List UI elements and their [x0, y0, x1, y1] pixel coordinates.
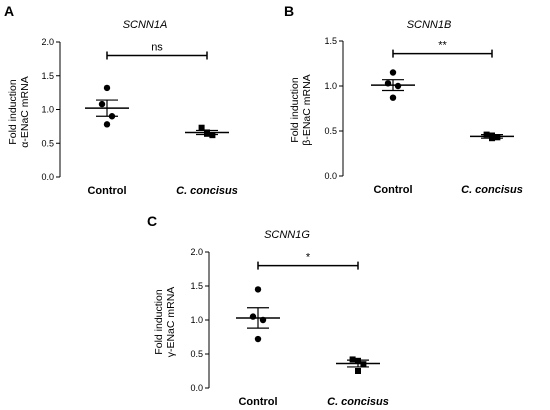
panel-a-ytick-label: 0.5 — [41, 138, 54, 148]
panel-b-ytick-label: 1.0 — [324, 81, 337, 91]
panel-a-point-control — [98, 100, 106, 108]
panel-a-ylabel-line1: Fold induction — [7, 79, 19, 145]
panel-b-point-c-concisus — [494, 134, 501, 141]
panel-c-point-c-concisus — [349, 356, 356, 363]
panel-a-ytick-label: 2.0 — [41, 37, 54, 47]
panel-b-ylabel-line2: β-ENaC mRNA — [301, 74, 313, 145]
panel-b: B SCNN1B Fold induction β-ENaC mRNA Cont… — [284, 3, 523, 196]
panel-a-point-control — [103, 121, 111, 128]
panel-c-sig-label: * — [306, 252, 311, 264]
panel-c-point-control — [249, 313, 257, 320]
panel-b-ytick-label: 0.0 — [324, 171, 337, 181]
panel-c-ytick-label: 0.0 — [190, 383, 203, 393]
panel-a-point-c-concisus — [209, 132, 216, 139]
panel-c-title: SCNN1G — [264, 229, 310, 241]
panel-c-ytick-label: 1.0 — [190, 315, 203, 325]
panel-c-ytick-label: 1.5 — [190, 281, 203, 291]
panel-a-ytick-label: 1.5 — [41, 71, 54, 81]
panel-a-point-c-concisus — [198, 124, 205, 131]
panel-letter-c: C — [147, 213, 157, 229]
panel-c-point-c-concisus — [355, 368, 361, 374]
panel-a-point-control — [103, 84, 111, 92]
panel-a-sig-label: ns — [151, 42, 163, 54]
panel-a-ytick-label: 1.0 — [41, 105, 54, 115]
panel-c-category-control: Control — [238, 396, 277, 408]
panel-c-ylabel-line1: Fold induction — [153, 289, 165, 355]
panel-a-title: SCNN1A — [123, 19, 168, 31]
panel-a-category-control: Control — [87, 185, 126, 197]
panel-c-ytick-label: 2.0 — [190, 247, 203, 257]
panel-b-category-control: Control — [373, 184, 412, 196]
panel-letter-a: A — [4, 3, 14, 19]
panel-a-ytick-label: 0.0 — [41, 172, 54, 182]
panel-c-ylabel-line2: γ-ENaC mRNA — [165, 287, 177, 358]
panel-letter-b: B — [284, 3, 294, 19]
panel-c-ytick-label: 0.5 — [190, 349, 203, 359]
panel-b-point-control — [394, 82, 402, 90]
panel-c: C SCNN1G Fold induction γ-ENaC mRNA Cont… — [147, 213, 389, 408]
panel-b-sig-label: ** — [438, 40, 447, 52]
panel-b-point-control — [389, 69, 397, 76]
panel-b-point-control — [389, 94, 397, 101]
panel-b-ytick-label: 0.5 — [324, 126, 337, 136]
panel-a-category-c-concisus: C. concisus — [176, 185, 238, 197]
panel-c-category-c-concisus: C. concisus — [327, 396, 389, 408]
panel-b-category-c-concisus: C. concisus — [461, 184, 523, 196]
panel-a-ylabel-line2: α-ENaC mRNA — [19, 76, 31, 147]
panel-b-ytick-label: 1.5 — [324, 36, 337, 46]
panel-b-title: SCNN1B — [407, 19, 452, 31]
panel-b-ylabel-line1: Fold induction — [289, 77, 301, 143]
panel-a: A SCNN1A Fold induction α-ENaC mRNA Cont… — [4, 3, 238, 197]
panel-c-point-control — [254, 335, 262, 343]
panel-c-point-control — [254, 286, 262, 293]
